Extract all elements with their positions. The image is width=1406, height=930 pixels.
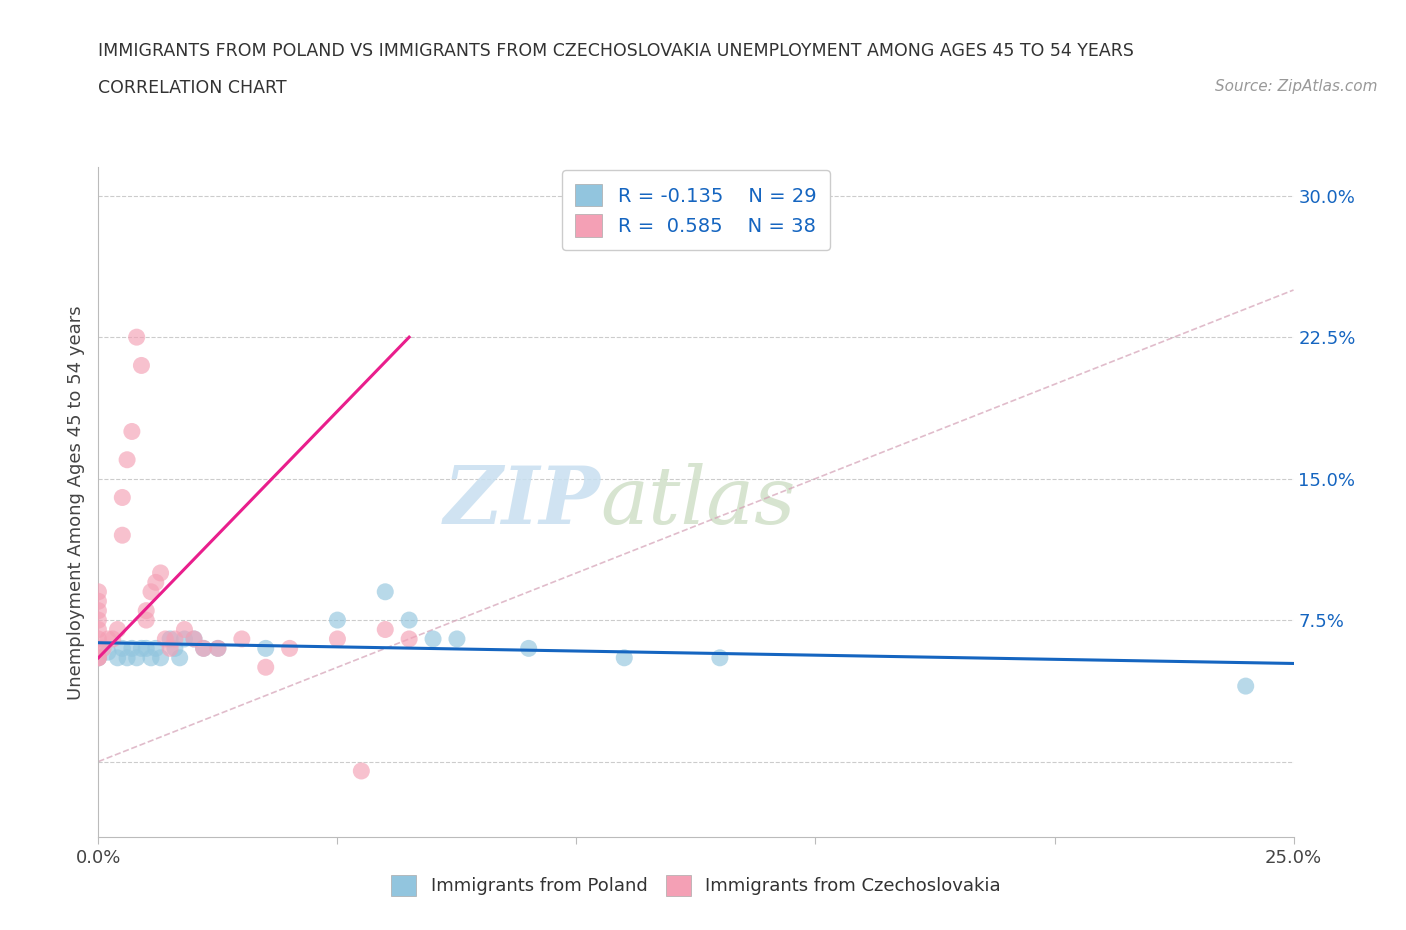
Point bbox=[173, 622, 195, 637]
Point bbox=[709, 650, 731, 665]
Point bbox=[87, 604, 110, 618]
Point bbox=[111, 490, 134, 505]
Point bbox=[163, 631, 186, 646]
Point bbox=[111, 641, 134, 656]
Point bbox=[149, 650, 172, 665]
Point bbox=[145, 641, 167, 656]
Point bbox=[87, 584, 110, 599]
Point bbox=[326, 613, 349, 628]
Point bbox=[125, 330, 148, 345]
Text: CORRELATION CHART: CORRELATION CHART bbox=[98, 79, 287, 97]
Point bbox=[115, 650, 138, 665]
Point bbox=[107, 650, 129, 665]
Point bbox=[254, 659, 277, 674]
Point bbox=[101, 631, 124, 646]
Point bbox=[398, 613, 420, 628]
Point bbox=[87, 650, 110, 665]
Point bbox=[326, 631, 349, 646]
Point bbox=[517, 641, 540, 656]
Point bbox=[135, 641, 157, 656]
Point bbox=[145, 575, 167, 590]
Point bbox=[87, 622, 110, 637]
Point bbox=[155, 631, 177, 646]
Legend: Immigrants from Poland, Immigrants from Czechoslovakia: Immigrants from Poland, Immigrants from … bbox=[378, 862, 1014, 909]
Point bbox=[183, 631, 205, 646]
Point bbox=[107, 622, 129, 637]
Point bbox=[173, 631, 195, 646]
Point bbox=[135, 604, 157, 618]
Point bbox=[121, 424, 143, 439]
Point bbox=[139, 650, 162, 665]
Point bbox=[131, 641, 153, 656]
Point bbox=[374, 584, 396, 599]
Point bbox=[207, 641, 229, 656]
Point bbox=[125, 650, 148, 665]
Point bbox=[254, 641, 277, 656]
Point bbox=[193, 641, 215, 656]
Y-axis label: Unemployment Among Ages 45 to 54 years: Unemployment Among Ages 45 to 54 years bbox=[66, 305, 84, 699]
Point bbox=[149, 565, 172, 580]
Text: atlas: atlas bbox=[600, 463, 796, 541]
Point bbox=[1234, 679, 1257, 694]
Point bbox=[131, 358, 153, 373]
Point bbox=[87, 593, 110, 608]
Text: Source: ZipAtlas.com: Source: ZipAtlas.com bbox=[1215, 79, 1378, 94]
Point bbox=[193, 641, 215, 656]
Point bbox=[139, 584, 162, 599]
Point bbox=[374, 622, 396, 637]
Point bbox=[169, 650, 191, 665]
Point bbox=[278, 641, 301, 656]
Point bbox=[115, 452, 138, 467]
Point bbox=[97, 631, 120, 646]
Point bbox=[446, 631, 468, 646]
Point bbox=[135, 613, 157, 628]
Point bbox=[207, 641, 229, 656]
Point bbox=[398, 631, 420, 646]
Point bbox=[97, 644, 120, 659]
Point bbox=[111, 527, 134, 542]
Point bbox=[613, 650, 636, 665]
Point bbox=[422, 631, 444, 646]
Point bbox=[87, 641, 110, 656]
Point bbox=[231, 631, 253, 646]
Text: ZIP: ZIP bbox=[443, 463, 600, 541]
Point bbox=[87, 650, 110, 665]
Point bbox=[121, 641, 143, 656]
Text: IMMIGRANTS FROM POLAND VS IMMIGRANTS FROM CZECHOSLOVAKIA UNEMPLOYMENT AMONG AGES: IMMIGRANTS FROM POLAND VS IMMIGRANTS FRO… bbox=[98, 42, 1135, 60]
Point bbox=[159, 641, 181, 656]
Point bbox=[87, 631, 110, 646]
Point bbox=[91, 641, 114, 656]
Point bbox=[183, 631, 205, 646]
Point bbox=[163, 641, 186, 656]
Point bbox=[87, 613, 110, 628]
Point bbox=[159, 631, 181, 646]
Point bbox=[350, 764, 373, 778]
Point bbox=[87, 650, 110, 665]
